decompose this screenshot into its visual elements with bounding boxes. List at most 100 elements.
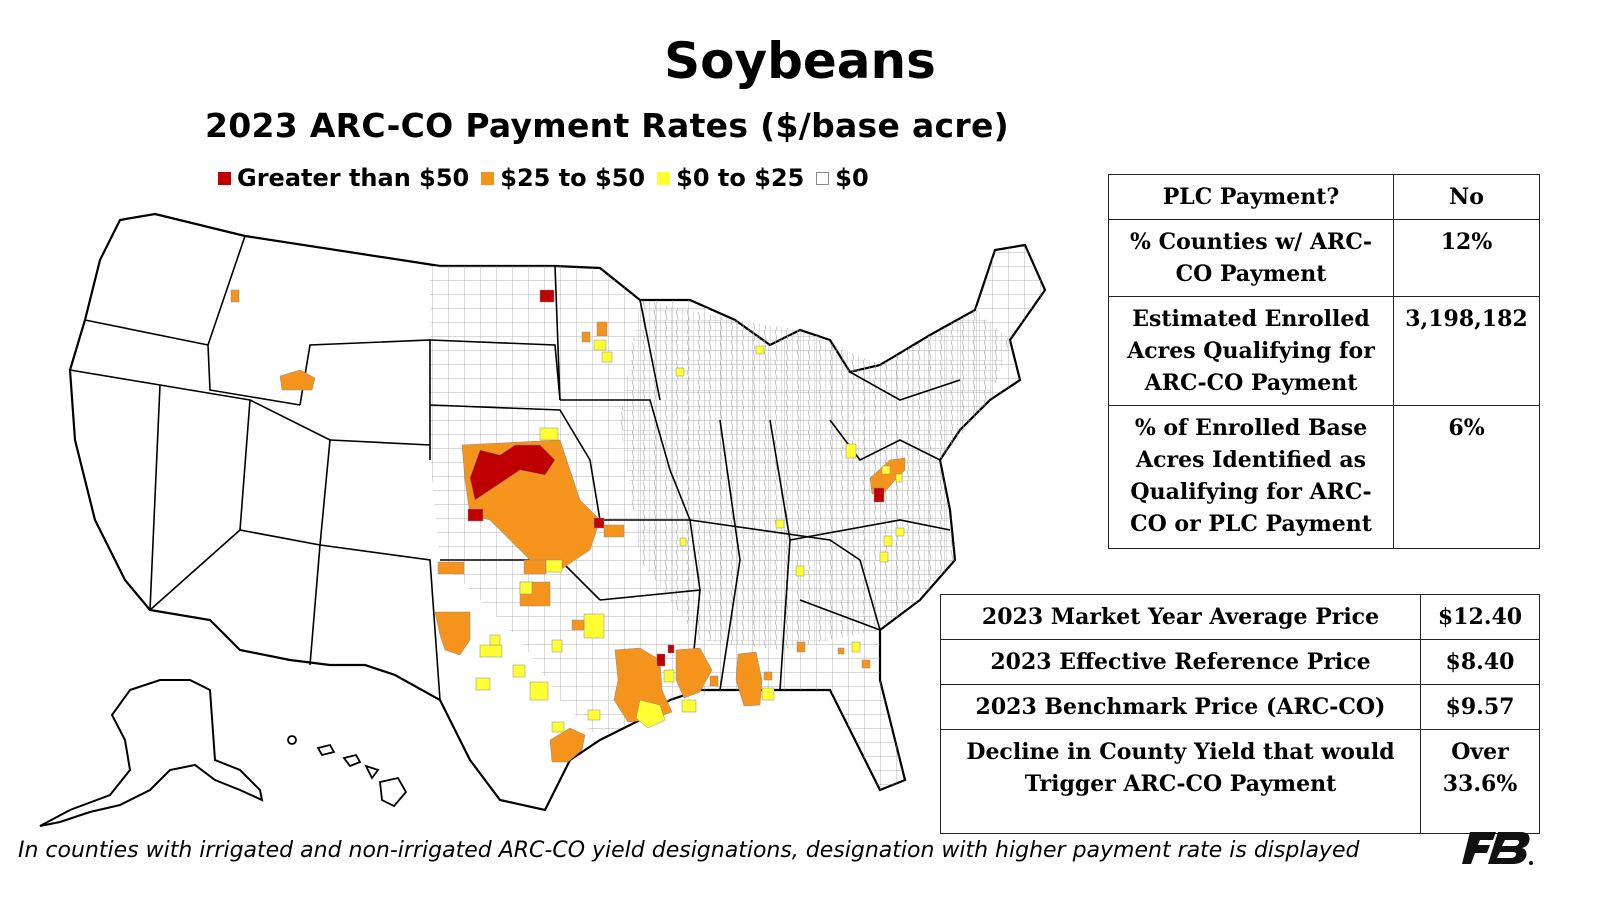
legend-swatch-red xyxy=(218,171,231,185)
county-red xyxy=(593,517,605,529)
alaska-outline xyxy=(39,679,264,827)
mississippi-orange-region xyxy=(675,647,713,699)
legend-item-0-to-25: $0 to $25 xyxy=(657,164,804,192)
county-red xyxy=(467,508,484,522)
county-yellow xyxy=(675,367,685,377)
county-red xyxy=(656,653,666,667)
county-yellow xyxy=(883,535,893,547)
county-yellow xyxy=(583,613,605,639)
gulf-coast-orange xyxy=(549,727,586,763)
farm-bureau-logo xyxy=(1462,832,1533,865)
alabama-orange-region xyxy=(735,651,763,707)
price-summary-table: 2023 Market Year Average Price $12.40 20… xyxy=(940,594,1540,834)
county-yellow xyxy=(761,687,775,701)
county-yellow xyxy=(489,634,501,646)
table-cell-value: No xyxy=(1393,174,1540,220)
county-orange xyxy=(861,659,871,669)
map-legend: Greater than $50 $25 to $50 $0 to $25 $0 xyxy=(218,164,881,192)
county-yellow xyxy=(663,669,675,683)
county-orange xyxy=(581,331,591,343)
county-red xyxy=(539,289,555,303)
table-row: % Counties w/ ARC-CO Payment 12% xyxy=(1108,219,1540,297)
county-orange xyxy=(230,289,240,303)
county-yellow xyxy=(601,351,613,363)
table-cell-value: $12.40 xyxy=(1420,594,1540,640)
legend-swatch-white xyxy=(816,171,830,185)
table-row: Decline in County Yield that would Trigg… xyxy=(940,729,1540,834)
county-payment-fills xyxy=(230,289,906,763)
plc-summary-table: PLC Payment? No % Counties w/ ARC-CO Pay… xyxy=(1108,174,1540,549)
county-grid-east xyxy=(620,300,1010,650)
county-yellow xyxy=(679,537,687,547)
county-yellow xyxy=(755,345,765,355)
table-cell-label: 2023 Benchmark Price (ARC-CO) xyxy=(940,684,1421,730)
county-yellow xyxy=(775,519,785,529)
table-row: 2023 Benchmark Price (ARC-CO) $9.57 xyxy=(940,684,1540,730)
table-cell-value: Over 33.6% xyxy=(1420,729,1540,834)
county-orange xyxy=(837,647,845,655)
county-yellow xyxy=(845,443,857,459)
legend-swatch-yellow xyxy=(657,171,671,185)
texas-panhandle-orange xyxy=(434,611,471,656)
table-cell-label: PLC Payment? xyxy=(1108,174,1394,220)
county-yellow xyxy=(851,641,861,653)
county-yellow xyxy=(551,639,563,653)
county-yellow xyxy=(512,664,526,678)
county-yellow xyxy=(539,427,559,441)
county-yellow xyxy=(479,644,503,658)
county-orange xyxy=(709,675,719,687)
table-cell-label: 2023 Market Year Average Price xyxy=(940,594,1421,640)
county-yellow xyxy=(879,551,889,563)
county-yellow xyxy=(475,677,491,691)
table-cell-value: $8.40 xyxy=(1420,639,1540,685)
table-row: % of Enrolled Base Acres Identified as Q… xyxy=(1108,405,1540,549)
legend-item-zero: $0 xyxy=(816,164,869,192)
legend-label: $0 xyxy=(835,164,869,192)
table-row: PLC Payment? No xyxy=(1108,174,1540,220)
county-orange xyxy=(796,641,806,653)
table-cell-value: 12% xyxy=(1393,219,1540,297)
us-county-map xyxy=(39,212,1047,827)
county-red xyxy=(873,487,885,503)
footnote: In counties with irrigated and non-irrig… xyxy=(18,838,1360,863)
county-yellow xyxy=(551,721,565,733)
page-title: Soybeans xyxy=(664,32,936,90)
county-yellow xyxy=(519,581,533,595)
county-yellow xyxy=(529,681,549,701)
legend-label: $0 to $25 xyxy=(676,164,805,192)
table-cell-value: 6% xyxy=(1393,405,1540,549)
legend-label: Greater than $50 xyxy=(237,164,470,192)
table-cell-label: 2023 Effective Reference Price xyxy=(940,639,1421,685)
legend-item-greater-than-50: Greater than $50 xyxy=(218,164,469,192)
table-row: 2023 Effective Reference Price $8.40 xyxy=(940,639,1540,685)
state-borders xyxy=(69,235,961,701)
table-row: 2023 Market Year Average Price $12.40 xyxy=(940,594,1540,640)
county-orange xyxy=(523,559,547,575)
county-yellow xyxy=(681,699,697,713)
table-row: Estimated Enrolled Acres Qualifying for … xyxy=(1108,296,1540,406)
table-cell-label: % Counties w/ ARC-CO Payment xyxy=(1108,219,1394,297)
table-cell-value: 3,198,182 xyxy=(1393,296,1540,406)
legend-label: $25 to $50 xyxy=(500,164,646,192)
county-yellow xyxy=(895,473,903,483)
kansas-red-region xyxy=(469,444,556,501)
county-yellow xyxy=(795,565,805,577)
table-cell-label: Decline in County Yield that would Trigg… xyxy=(940,729,1421,834)
county-yellow xyxy=(895,527,905,537)
table-cell-value: $9.57 xyxy=(1420,684,1540,730)
county-yellow xyxy=(587,709,601,721)
county-red xyxy=(667,644,675,654)
county-yellow xyxy=(881,465,891,475)
county-yellow xyxy=(593,339,607,351)
hawaii-islands xyxy=(287,735,408,808)
county-orange xyxy=(437,561,465,575)
table-cell-label: % of Enrolled Base Acres Identified as Q… xyxy=(1108,405,1394,549)
county-orange xyxy=(571,619,585,631)
map-subtitle: 2023 ARC-CO Payment Rates ($/base acre) xyxy=(205,106,1010,145)
table-cell-label: Estimated Enrolled Acres Qualifying for … xyxy=(1108,296,1394,406)
mississippi-delta-yellow xyxy=(635,699,666,729)
county-yellow xyxy=(545,559,563,573)
idaho-orange-region xyxy=(279,369,316,391)
county-orange xyxy=(763,671,773,681)
county-orange xyxy=(596,321,608,337)
